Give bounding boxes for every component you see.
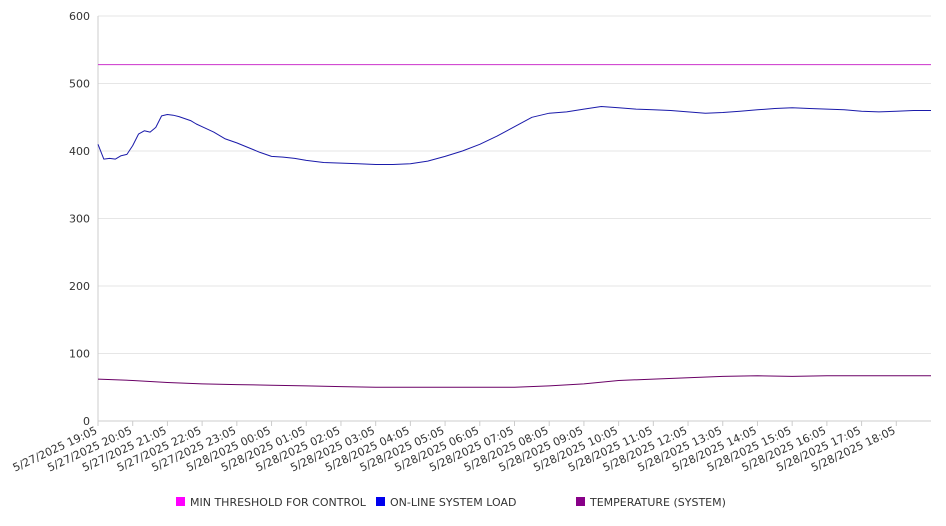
legend-label: MIN THRESHOLD FOR CONTROL bbox=[190, 496, 367, 509]
series-line-2 bbox=[97, 375, 931, 388]
y-tick-label: 300 bbox=[69, 213, 90, 226]
y-tick-label: 0 bbox=[83, 415, 90, 428]
y-tick-label: 400 bbox=[69, 145, 90, 158]
y-tick-label: 200 bbox=[69, 280, 90, 293]
series-lines bbox=[97, 64, 931, 388]
y-axis-ticks: 0 100 200 300 400 500 600 bbox=[69, 10, 90, 428]
legend-label: TEMPERATURE (SYSTEM) bbox=[589, 496, 726, 509]
y-tick-label: 500 bbox=[69, 78, 90, 91]
x-axis-ticks: 5/27/2025 19:055/27/2025 20:055/27/2025 … bbox=[11, 421, 898, 474]
legend-label: ON-LINE SYSTEM LOAD bbox=[390, 496, 516, 509]
y-tick-label: 600 bbox=[69, 10, 90, 23]
legend: MIN THRESHOLD FOR CONTROL ON-LINE SYSTEM … bbox=[176, 496, 726, 509]
y-tick-label: 100 bbox=[69, 348, 90, 361]
legend-swatch bbox=[176, 497, 185, 506]
grid-lines bbox=[98, 15, 931, 354]
series-line-1 bbox=[97, 106, 931, 165]
legend-swatch bbox=[376, 497, 385, 506]
legend-swatch bbox=[576, 497, 585, 506]
